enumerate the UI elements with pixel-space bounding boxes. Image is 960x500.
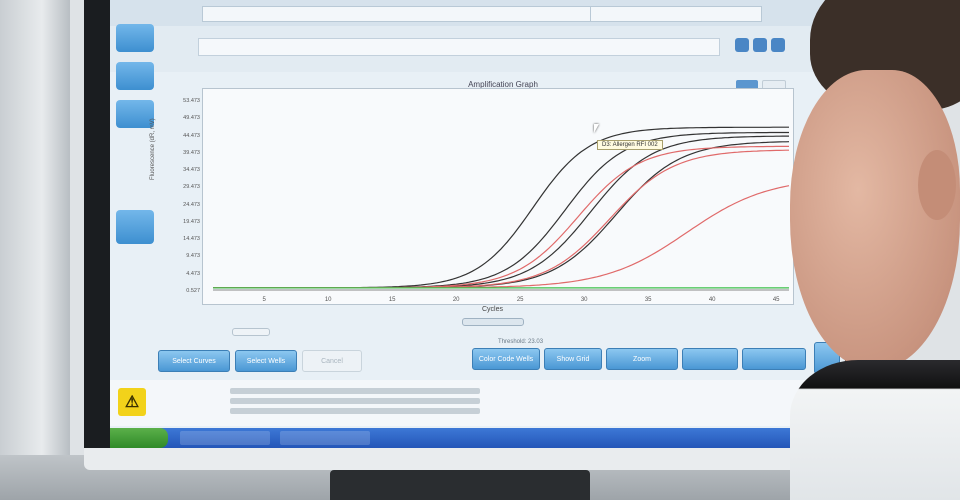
toolbar xyxy=(110,26,845,72)
status-line-2 xyxy=(230,398,480,404)
monitor-bezel xyxy=(84,448,854,470)
title-field-right xyxy=(590,6,762,22)
select-wells-button[interactable]: Select Wells xyxy=(235,350,297,372)
sidebar xyxy=(110,18,158,428)
amplification-curve-4 xyxy=(213,141,790,289)
start-button[interactable] xyxy=(110,428,168,448)
amplification-curve-6 xyxy=(213,149,789,289)
cancel-button[interactable]: Cancel xyxy=(302,350,362,372)
mouse-cursor-icon xyxy=(594,124,599,133)
chart-svg: 5 10 15 20 25 30 35 40 45 xyxy=(213,126,790,303)
taskbar xyxy=(110,428,845,448)
y-tick-label: 44.473 xyxy=(183,133,200,139)
y-tick-label: 0.527 xyxy=(186,288,200,294)
show-grid-button[interactable]: Show Grid xyxy=(544,348,602,370)
sidebar-button-active[interactable] xyxy=(116,210,154,244)
x-tick-label: 5 xyxy=(263,297,267,303)
toolbar-icon-1[interactable] xyxy=(735,38,749,52)
x-tick-label: 20 xyxy=(453,297,460,303)
person-face xyxy=(790,70,960,370)
person-shirt xyxy=(790,360,960,500)
sidebar-button-3[interactable] xyxy=(116,100,154,128)
threshold-label: Threshold: 23.03 xyxy=(498,339,544,345)
status-line-3 xyxy=(230,408,480,414)
status-line-1 xyxy=(230,388,480,394)
x-tick-label: 45 xyxy=(773,297,780,303)
y-tick-label: 24.473 xyxy=(183,202,200,208)
screen: Amplification Graph 5 10 15 20 25 30 35 40 45 D3… xyxy=(110,0,845,448)
y-axis-title: Fluorescence (dR, mV) xyxy=(150,118,156,180)
x-tick-label: 25 xyxy=(517,297,524,303)
curve-tooltip: D3: Allergen RFI 002 xyxy=(597,140,663,150)
x-tick-label: 35 xyxy=(645,297,652,303)
toolbar-icon-2[interactable] xyxy=(753,38,767,52)
toolbar-icon-3[interactable] xyxy=(771,38,785,52)
chart-title: Amplification Graph xyxy=(468,80,538,89)
y-tick-label: 53.473 xyxy=(183,98,200,104)
path-input[interactable] xyxy=(198,38,720,56)
y-tick-label: 14.473 xyxy=(183,236,200,242)
extra-button-2[interactable] xyxy=(742,348,806,370)
y-tick-label: 9.473 xyxy=(186,253,200,259)
x-axis-title: Cycles xyxy=(482,306,504,313)
y-tick-label: 39.473 xyxy=(183,150,200,156)
toolbar-icons xyxy=(735,38,785,52)
window-titlebar xyxy=(110,0,845,26)
amplification-chart: 5 10 15 20 25 30 35 40 45 xyxy=(202,88,794,305)
x-tick-label: 30 xyxy=(581,297,588,303)
y-tick-label: 29.473 xyxy=(183,184,200,190)
x-tick-label: 15 xyxy=(389,297,396,303)
sidebar-button-1[interactable] xyxy=(116,24,154,52)
sidebar-button-2[interactable] xyxy=(116,62,154,90)
background-wall xyxy=(0,0,70,500)
amplification-curve-3 xyxy=(213,135,789,289)
select-curves-button[interactable]: Select Curves xyxy=(158,350,230,372)
zoom-button[interactable]: Zoom xyxy=(606,348,678,370)
y-tick-label: 49.473 xyxy=(183,115,200,121)
taskbar-item-2[interactable] xyxy=(280,431,370,445)
person xyxy=(770,0,960,500)
color-code-wells-button[interactable]: Color Code Wells xyxy=(472,348,540,370)
y-tick-label: 4.473 xyxy=(186,271,200,277)
y-tick-label: 34.473 xyxy=(183,167,200,173)
taskbar-item-1[interactable] xyxy=(180,431,270,445)
amplification-curve-5 xyxy=(213,145,789,289)
status-bar: ⚠ xyxy=(110,380,845,426)
y-tick-label: 19.473 xyxy=(183,219,200,225)
extra-button-1[interactable] xyxy=(682,348,738,370)
left-slider[interactable] xyxy=(232,328,270,336)
amplification-curve-2 xyxy=(213,131,789,289)
x-tick-label: 40 xyxy=(709,297,716,303)
warning-icon: ⚠ xyxy=(118,388,146,416)
x-scroll-slider[interactable] xyxy=(462,318,524,326)
x-tick-label: 10 xyxy=(325,297,332,303)
amplification-curve-1 xyxy=(213,126,789,289)
person-ear xyxy=(918,150,956,220)
monitor-stand xyxy=(330,470,590,500)
